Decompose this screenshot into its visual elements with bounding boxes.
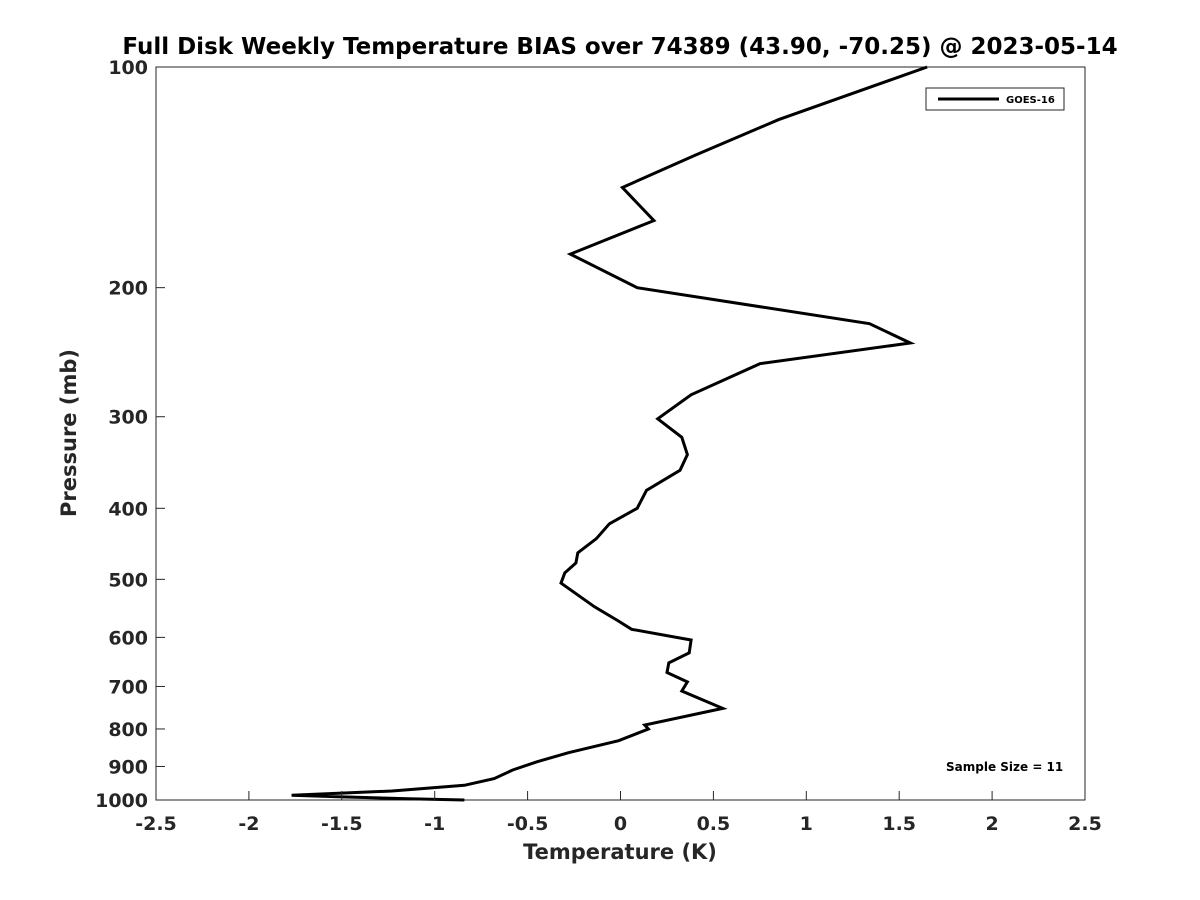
y-tick-label: 400 bbox=[108, 498, 148, 520]
x-tick-label: -1.5 bbox=[321, 813, 363, 835]
x-tick-label: -0.5 bbox=[507, 813, 549, 835]
y-tick-label: 300 bbox=[108, 407, 148, 429]
y-tick-label: 100 bbox=[108, 57, 148, 79]
series-line-goes-16 bbox=[291, 65, 928, 802]
y-axis: 100 200 300 400 500 600 700 800 900 1000 bbox=[95, 57, 165, 812]
legend-label-goes-16: GOES-16 bbox=[1006, 95, 1055, 106]
x-axis: -2.5 -2 -1.5 -1 -0.5 0 0.5 1 1.5 2 2.5 bbox=[135, 791, 1102, 835]
x-tick-label: 0 bbox=[614, 813, 627, 835]
sample-size-annotation: Sample Size = 11 bbox=[946, 760, 1063, 774]
y-tick-label: 700 bbox=[108, 676, 148, 698]
y-axis-label: Pressure (mb) bbox=[57, 349, 81, 517]
y-tick-label: 500 bbox=[108, 569, 148, 591]
y-tick-label: 800 bbox=[108, 719, 148, 741]
y-tick-label: 200 bbox=[108, 278, 148, 300]
x-tick-label: 0.5 bbox=[697, 813, 731, 835]
x-tick-label: -2.5 bbox=[135, 813, 177, 835]
x-tick-label: 2.5 bbox=[1068, 813, 1102, 835]
y-tick-label: 1000 bbox=[95, 790, 148, 812]
y-tick-label: 900 bbox=[108, 756, 148, 778]
series-layer bbox=[291, 65, 928, 802]
x-tick-label: -1 bbox=[424, 813, 445, 835]
x-tick-label: 1 bbox=[800, 813, 813, 835]
plot-area bbox=[155, 66, 1086, 801]
x-axis-label: Temperature (K) bbox=[523, 840, 717, 864]
chart-title: Full Disk Weekly Temperature BIAS over 7… bbox=[122, 34, 1117, 60]
x-tick-label: -2 bbox=[238, 813, 259, 835]
x-tick-label: 1.5 bbox=[882, 813, 916, 835]
legend: GOES-16 bbox=[925, 87, 1065, 111]
y-tick-label: 600 bbox=[108, 627, 148, 649]
x-tick-label: 2 bbox=[985, 813, 998, 835]
